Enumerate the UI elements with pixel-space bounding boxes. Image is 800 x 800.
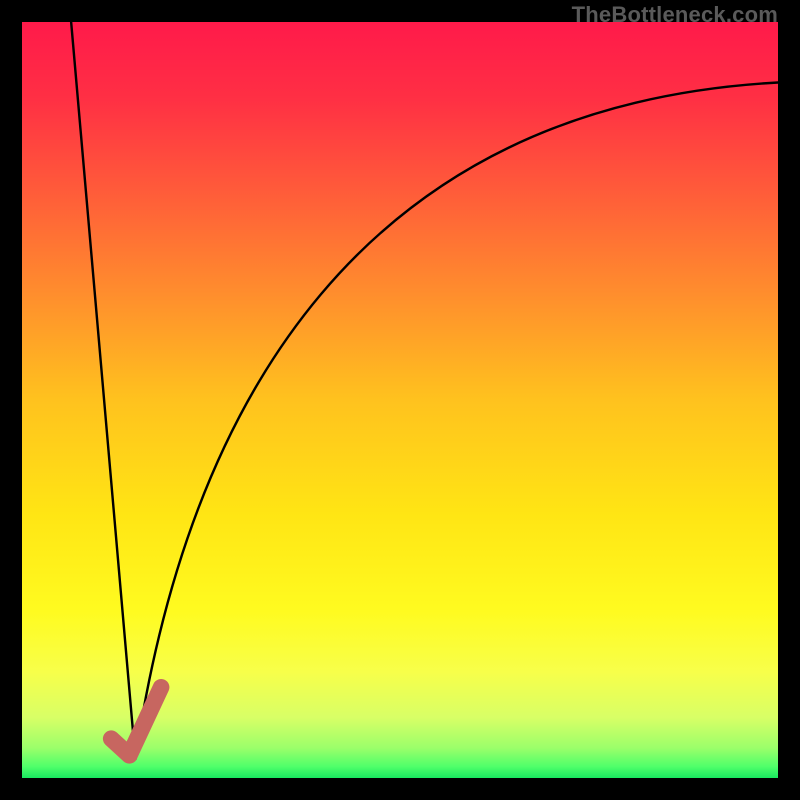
chart-svg xyxy=(22,22,778,778)
chart-container: TheBottleneck.com xyxy=(0,0,800,800)
watermark-text: TheBottleneck.com xyxy=(572,2,778,28)
chart-area xyxy=(22,22,778,778)
gradient-background xyxy=(22,22,778,778)
